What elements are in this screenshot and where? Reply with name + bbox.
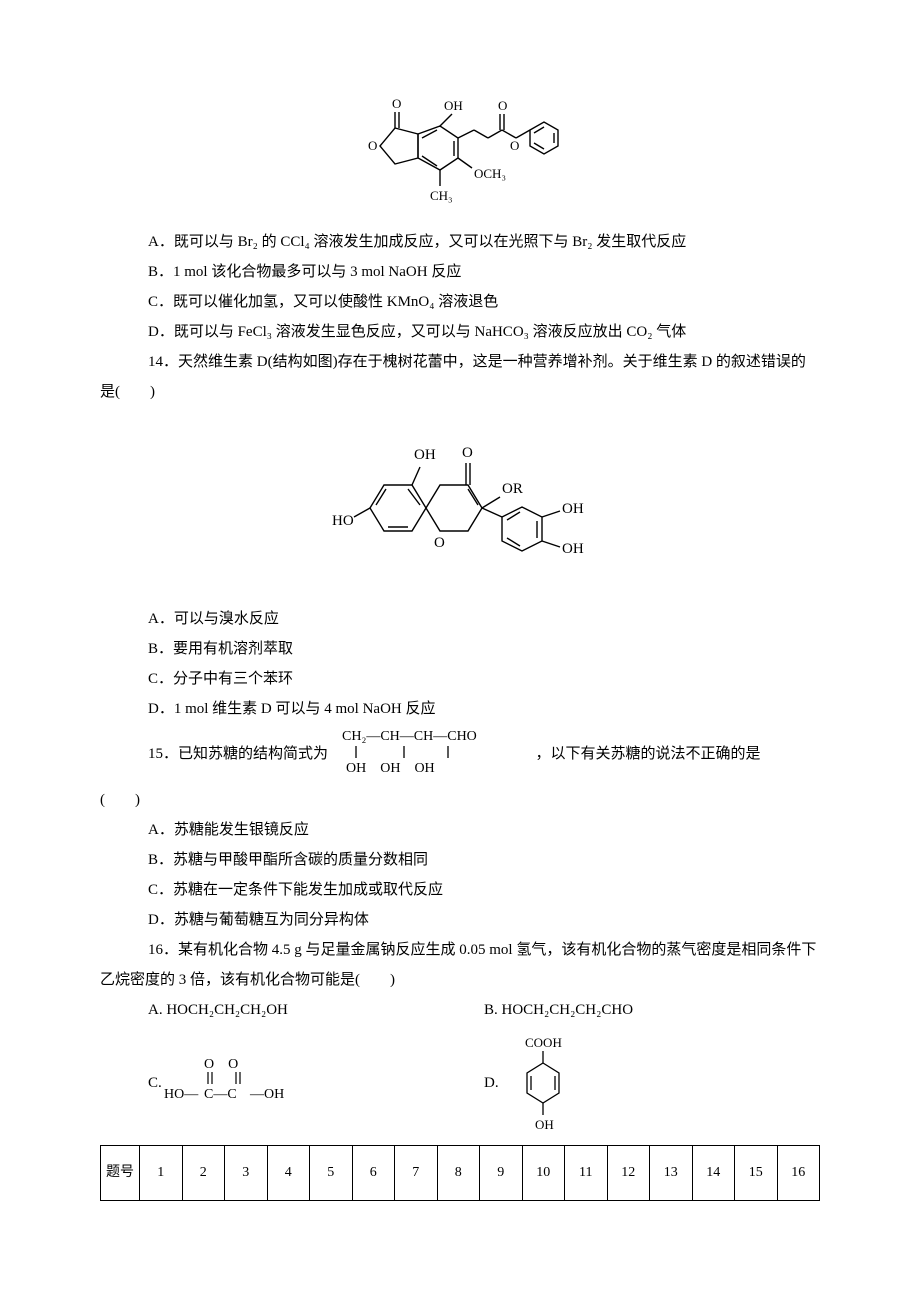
q13-label-O4: O <box>510 138 519 153</box>
q15-stem-pre: 15．已知苏糖的结构简式为 <box>148 746 328 762</box>
q16-optd-formula: COOH OH <box>499 1035 589 1131</box>
q15-stem: 15．已知苏糖的结构简式为 CH₂—CH—CH—CHO OH OH OH ，以下… <box>100 724 820 785</box>
q13-option-b: B．1 mol 该化合物最多可以与 3 mol NaOH 反应 <box>148 257 820 287</box>
q16-c-top: O O <box>204 1057 238 1072</box>
q15-option-c: C．苏糖在一定条件下能发生加成或取代反应 <box>148 875 820 905</box>
q13-option-c: C．既可以催化加氢，又可以使酸性 KMnO₄ 溶液退色 <box>148 287 820 317</box>
q14-stem: 14．天然维生素 D(结构如图)存在于槐树花蕾中，这是一种营养增补剂。关于维生素… <box>100 347 820 407</box>
q14-option-b: B．要用有机溶剂萃取 <box>148 634 820 664</box>
q14-label-OH3: OH <box>562 541 584 557</box>
q15-option-d: D．苏糖与葡萄糖互为同分异构体 <box>148 905 820 935</box>
q15-option-b: B．苏糖与甲酸甲酯所含碳的质量分数相同 <box>148 845 820 875</box>
q13-label-O3: O <box>498 98 507 113</box>
q13-label-O2: O <box>368 138 377 153</box>
q14-option-d: D．1 mol 维生素 D 可以与 4 mol NaOH 反应 <box>148 694 820 724</box>
q16-option-c: C. O O HO— C—C —OH <box>148 1035 484 1131</box>
q13-label-OH: OH <box>444 98 463 113</box>
q14-structure-svg: OH O OR HO O OH OH <box>330 413 590 583</box>
answer-col-7: 7 <box>395 1146 438 1201</box>
q16-c-left: HO— <box>164 1087 199 1102</box>
answer-col-14: 14 <box>692 1146 735 1201</box>
answer-col-12: 12 <box>607 1146 650 1201</box>
answer-col-11: 11 <box>565 1146 608 1201</box>
q16-d-top: COOH <box>525 1035 562 1050</box>
answer-col-8: 8 <box>437 1146 480 1201</box>
q13-label-OCH3: OCH₃ <box>474 166 506 181</box>
q13-structure-svg: O O OH O O OCH₃ CH₃ <box>340 86 580 206</box>
q15-formula-bot: OH OH OH <box>346 761 435 774</box>
q14-label-HO: HO <box>332 513 354 529</box>
answer-col-9: 9 <box>480 1146 523 1201</box>
q13-option-a: A．既可以与 Br₂ 的 CCl₄ 溶液发生加成反应，又可以在光照下与 Br₂ … <box>148 227 820 257</box>
q16-option-b: B. HOCH₂CH₂CH₂CHO <box>484 995 820 1025</box>
answer-table-header-label: 题号 <box>101 1146 140 1201</box>
answer-col-13: 13 <box>650 1146 693 1201</box>
answer-col-6: 6 <box>352 1146 395 1201</box>
q15-formula-top: CH₂—CH—CH—CHO <box>342 729 477 744</box>
q16-row-cd: C. O O HO— C—C —OH D. <box>148 1035 820 1131</box>
answer-table: 题号 1 2 3 4 5 6 7 8 9 10 11 12 13 14 15 1… <box>100 1145 820 1201</box>
q15-option-a: A．苏糖能发生银镜反应 <box>148 815 820 845</box>
q15-paren: ( ) <box>100 785 820 815</box>
q13-structure-image: O O OH O O OCH₃ CH₃ <box>100 86 820 217</box>
answer-col-16: 16 <box>777 1146 820 1201</box>
q13-label-CH3: CH₃ <box>430 188 453 203</box>
q16-stem: 16．某有机化合物 4.5 g 与足量金属钠反应生成 0.05 mol 氢气，该… <box>100 935 820 995</box>
q16-row-ab: A. HOCH₂CH₂CH₂OH B. HOCH₂CH₂CH₂CHO <box>148 995 820 1025</box>
q16-option-a: A. HOCH₂CH₂CH₂OH <box>148 995 484 1025</box>
q13-label-O1: O <box>392 96 401 111</box>
q14-option-c: C．分子中有三个苯环 <box>148 664 820 694</box>
q13-option-d: D．既可以与 FeCl₃ 溶液发生显色反应，又可以与 NaHCO₃ 溶液反应放出… <box>148 317 820 347</box>
q16-d-bot: OH <box>535 1117 554 1131</box>
q16-d-prefix: D. <box>484 1068 499 1098</box>
q14-label-OH1: OH <box>414 447 436 463</box>
answer-col-4: 4 <box>267 1146 310 1201</box>
answer-col-1: 1 <box>140 1146 183 1201</box>
q15-inline-formula: CH₂—CH—CH—CHO OH OH OH <box>332 762 536 778</box>
q16-c-right: —OH <box>249 1087 284 1102</box>
answer-col-10: 10 <box>522 1146 565 1201</box>
answer-col-15: 15 <box>735 1146 778 1201</box>
answer-table-header-row: 题号 1 2 3 4 5 6 7 8 9 10 11 12 13 14 15 1… <box>101 1146 820 1201</box>
q16-c-prefix: C. <box>148 1068 162 1098</box>
q16-c-mid: C—C <box>204 1087 237 1102</box>
q15-stem-post: ，以下有关苏糖的说法不正确的是 <box>536 746 761 762</box>
answer-col-2: 2 <box>182 1146 225 1201</box>
q14-label-OR: OR <box>502 481 523 497</box>
q14-structure-image: OH O OR HO O OH OH <box>100 413 820 594</box>
answer-col-5: 5 <box>310 1146 353 1201</box>
q14-option-a: A．可以与溴水反应 <box>148 604 820 634</box>
q16-optc-formula: O O HO— C—C —OH <box>162 1054 302 1112</box>
q14-label-O: O <box>462 445 473 461</box>
answer-col-3: 3 <box>225 1146 268 1201</box>
q14-label-Oring: O <box>434 535 445 551</box>
q14-label-OH2: OH <box>562 501 584 517</box>
q16-option-d: D. COOH OH <box>484 1035 820 1131</box>
